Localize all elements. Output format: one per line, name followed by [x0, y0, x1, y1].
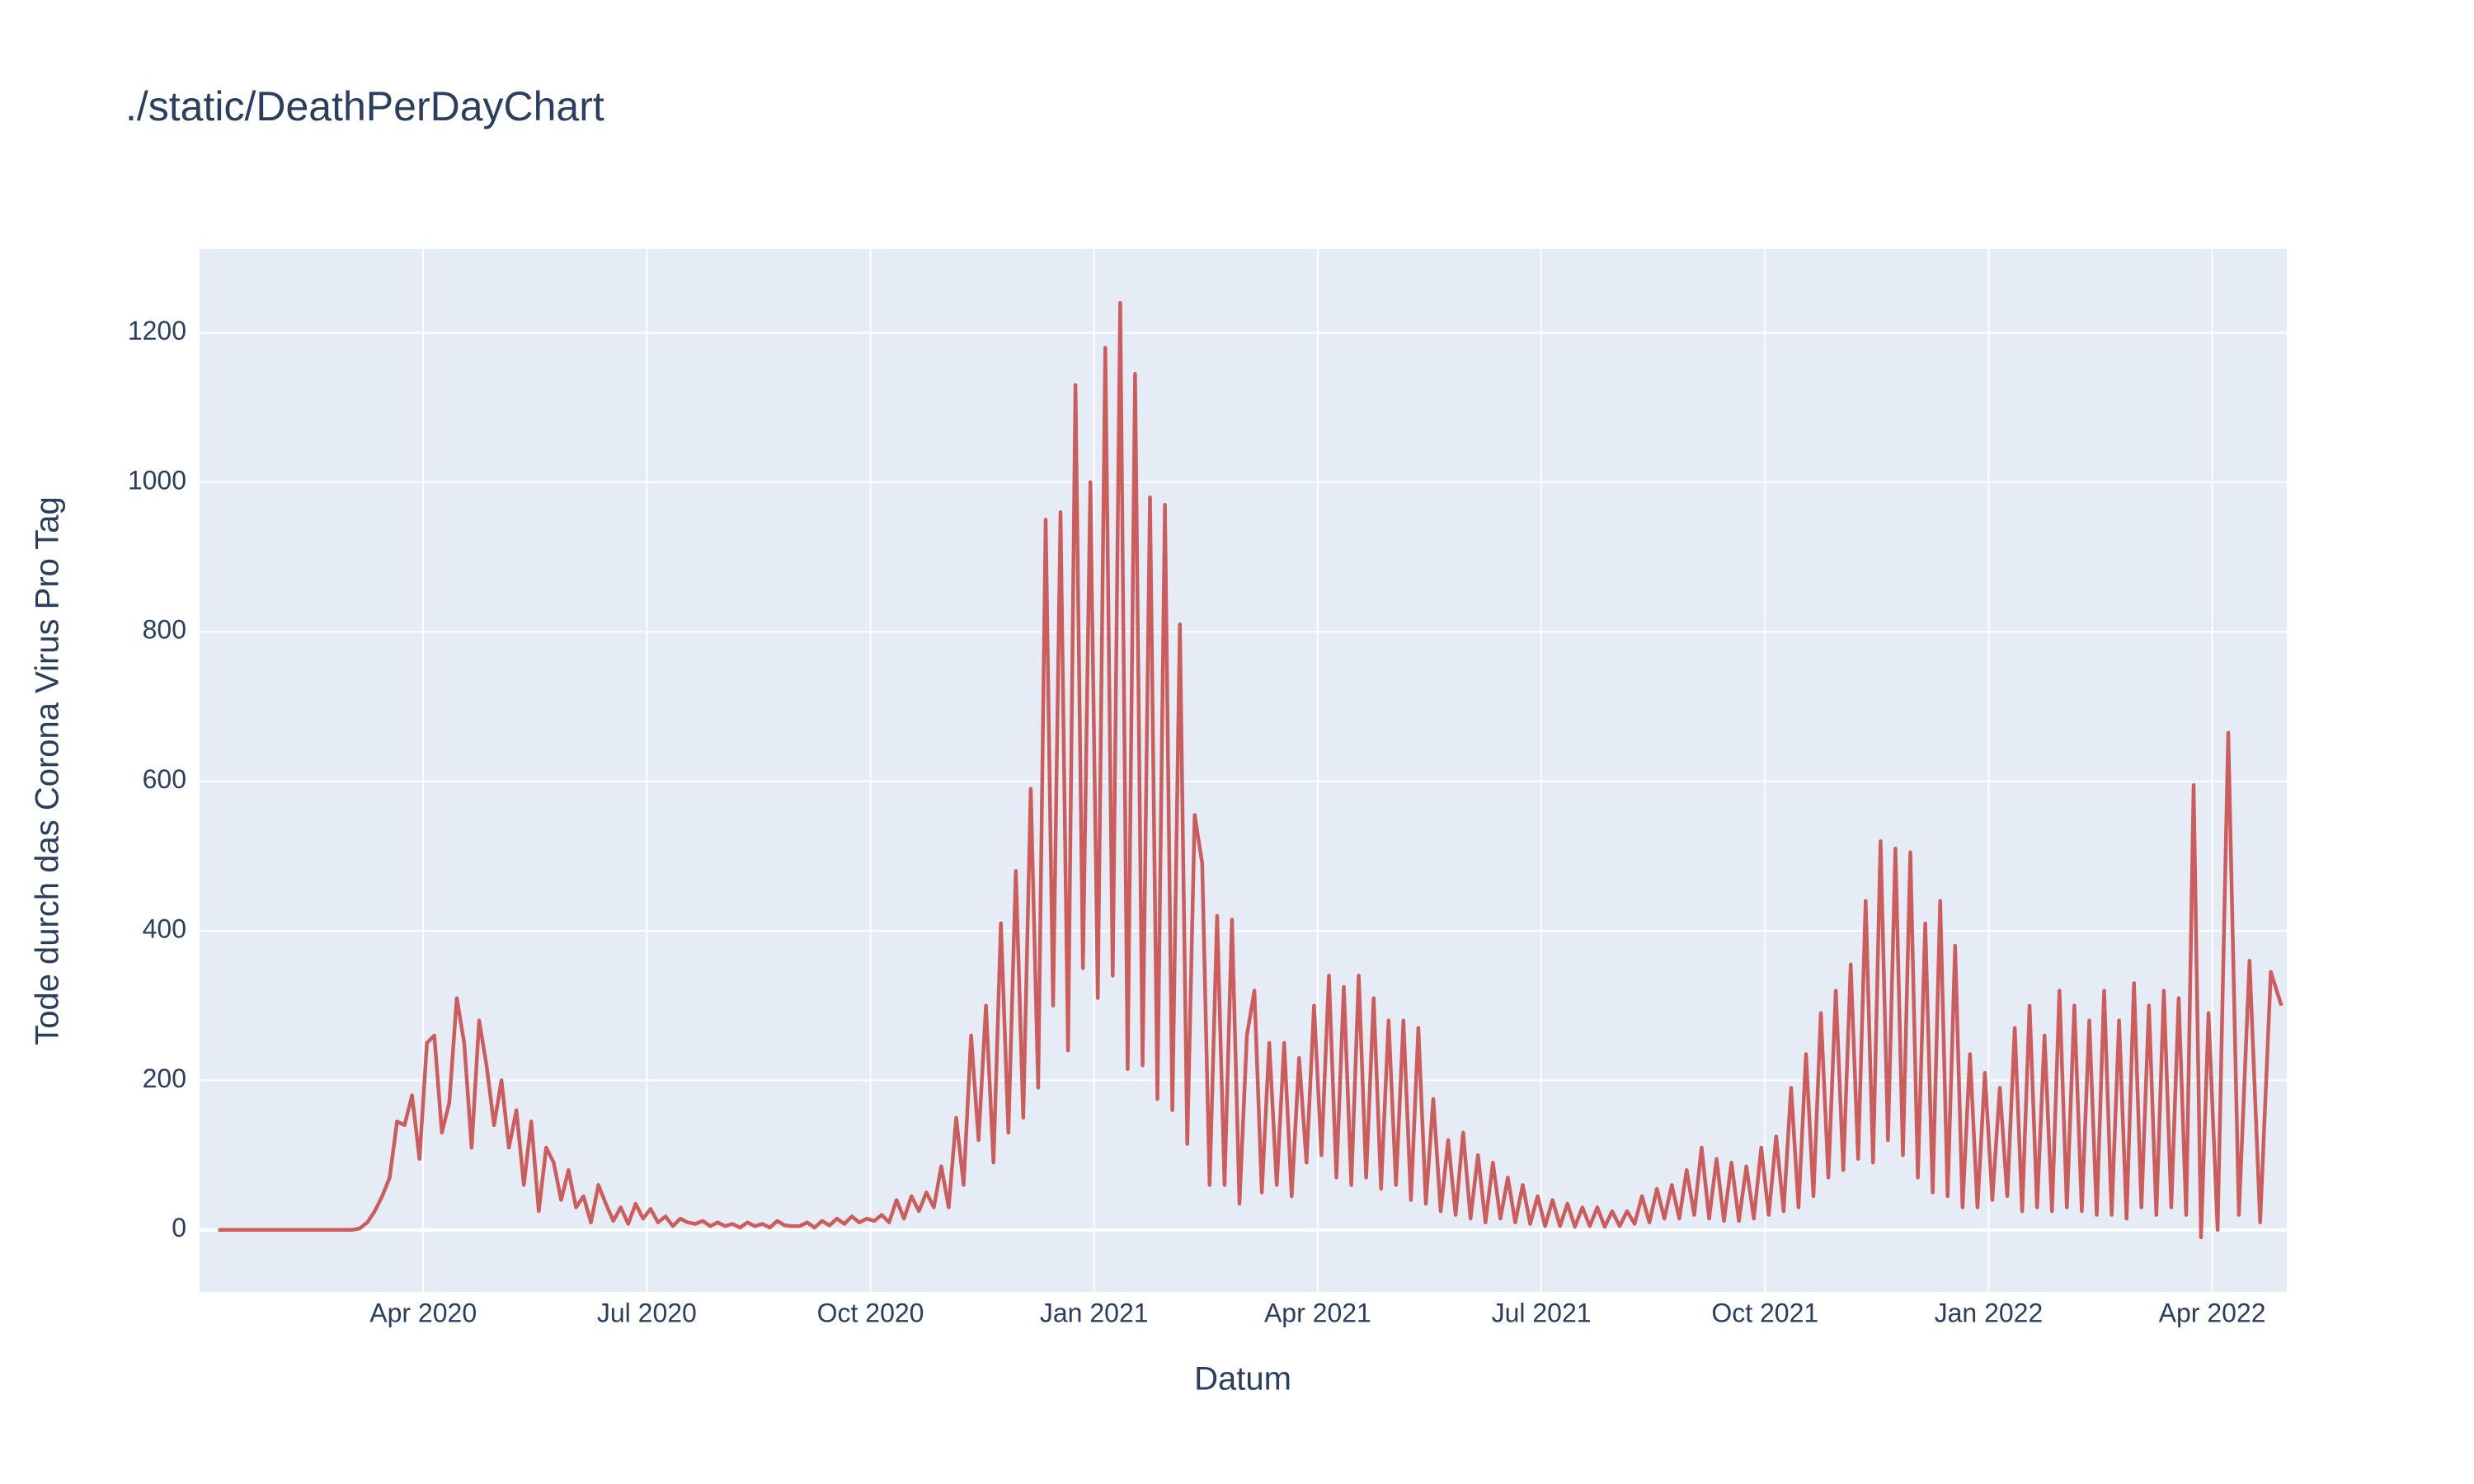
- y-axis-title: Tode durch das Corona Virus Pro Tag: [30, 496, 66, 1045]
- x-tick-label: Apr 2021: [1264, 1298, 1371, 1327]
- x-tick-label: Jul 2020: [597, 1298, 697, 1327]
- data-line: [218, 301, 2284, 1240]
- y-tick-label: 600: [143, 764, 186, 794]
- x-axis-title: Datum: [1194, 1361, 1291, 1397]
- x-tick-label: Oct 2020: [817, 1298, 924, 1327]
- x-tick-label: Jan 2022: [1935, 1298, 2044, 1327]
- y-tick-label: 1200: [128, 316, 186, 345]
- chart-title: ./static/DeathPerDayChart: [125, 83, 604, 129]
- x-tick-label: Apr 2022: [2159, 1298, 2266, 1327]
- y-tick-label: 200: [143, 1064, 186, 1093]
- y-tick-label: 0: [172, 1213, 186, 1242]
- y-tick-label: 800: [143, 615, 186, 645]
- y-tick-label: 1000: [128, 465, 186, 495]
- y-tick-label: 400: [143, 913, 186, 943]
- x-tick-label: Oct 2021: [1711, 1298, 1818, 1327]
- x-tick-label: Apr 2020: [369, 1298, 477, 1327]
- x-tick-label: Jul 2021: [1492, 1298, 1592, 1327]
- x-tick-label: Jan 2021: [1040, 1298, 1149, 1327]
